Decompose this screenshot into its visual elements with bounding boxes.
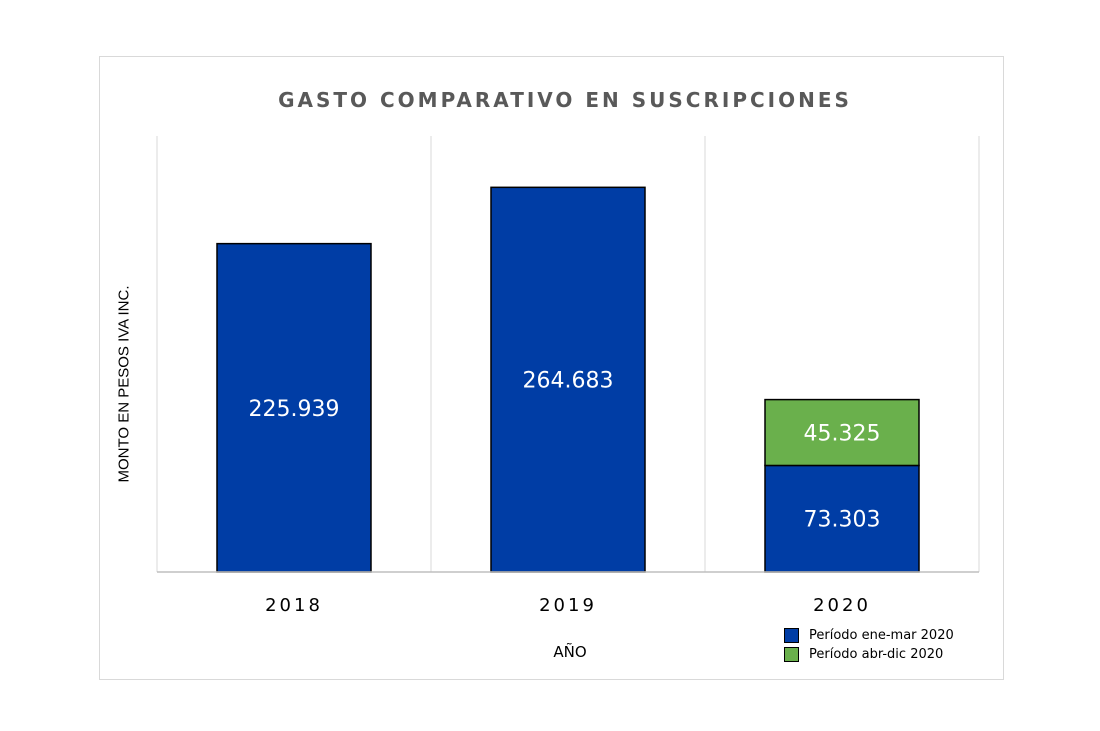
x-axis-label: AÑO	[553, 643, 587, 661]
data-label: 45.325	[804, 422, 881, 447]
legend: Período ene-mar 2020 Período abr-dic 202…	[784, 626, 954, 664]
legend-label-ene-mar: Período ene-mar 2020	[809, 628, 954, 643]
bar-2018-series-0	[216, 242, 372, 573]
data-label: 225.939	[249, 397, 340, 422]
legend-item-abr-dic: Período abr-dic 2020	[784, 645, 954, 664]
bar-2020-series-1	[764, 398, 920, 467]
chart-title: GASTO COMPARATIVO EN SUSCRIPCIONES	[278, 88, 852, 112]
data-label: 73.303	[804, 508, 881, 533]
legend-swatch-ene-mar	[784, 628, 799, 643]
x-tick-label: 2018	[265, 595, 323, 616]
bar-2020-series-0	[764, 464, 920, 573]
legend-label-abr-dic: Período abr-dic 2020	[809, 647, 944, 662]
legend-swatch-abr-dic	[784, 647, 799, 662]
bar-2019-series-0	[490, 186, 646, 573]
x-tick-label: 2020	[813, 595, 871, 616]
legend-item-ene-mar: Período ene-mar 2020	[784, 626, 954, 645]
x-tick-label: 2019	[539, 595, 597, 616]
data-label: 264.683	[523, 369, 614, 394]
